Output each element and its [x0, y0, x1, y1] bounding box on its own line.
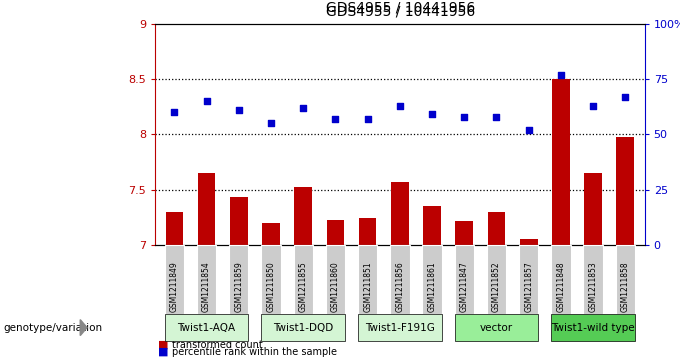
- Text: ■: ■: [158, 340, 169, 350]
- Text: Twist1-DQD: Twist1-DQD: [273, 323, 333, 333]
- Bar: [230, 197, 248, 245]
- Text: GSM1211851: GSM1211851: [363, 262, 372, 312]
- Text: GSM1211853: GSM1211853: [589, 261, 598, 312]
- Text: GDS4955 / 10441956: GDS4955 / 10441956: [326, 0, 475, 15]
- Text: genotype/variation: genotype/variation: [3, 323, 103, 333]
- Text: GSM1211856: GSM1211856: [395, 261, 405, 312]
- Text: Twist1-F191G: Twist1-F191G: [365, 323, 435, 333]
- Text: GSM1211859: GSM1211859: [235, 261, 243, 312]
- Bar: [456, 221, 473, 245]
- Point: [298, 105, 309, 111]
- Bar: [165, 212, 183, 245]
- Text: GSM1211850: GSM1211850: [267, 261, 275, 312]
- Bar: [488, 212, 505, 245]
- Polygon shape: [80, 320, 87, 335]
- Bar: [391, 182, 409, 245]
- Point: [362, 116, 373, 122]
- Point: [620, 94, 631, 99]
- Point: [169, 109, 180, 115]
- Bar: [423, 206, 441, 245]
- Point: [266, 120, 277, 126]
- Text: GSM1211847: GSM1211847: [460, 261, 469, 312]
- Text: GSM1211860: GSM1211860: [331, 261, 340, 312]
- Point: [426, 111, 437, 117]
- Point: [491, 114, 502, 119]
- Point: [330, 116, 341, 122]
- Bar: [552, 79, 570, 245]
- Text: ■: ■: [158, 347, 169, 357]
- Text: GSM1211861: GSM1211861: [428, 262, 437, 312]
- Point: [394, 103, 405, 109]
- Point: [459, 114, 470, 119]
- Bar: [520, 240, 537, 245]
- Point: [588, 103, 598, 109]
- Text: transformed count: transformed count: [172, 340, 262, 350]
- Text: GSM1211849: GSM1211849: [170, 261, 179, 312]
- Text: Twist1-wild type: Twist1-wild type: [551, 323, 635, 333]
- Bar: [584, 173, 602, 245]
- Text: GSM1211852: GSM1211852: [492, 262, 501, 312]
- Text: GSM1211858: GSM1211858: [621, 262, 630, 312]
- Bar: [617, 136, 634, 245]
- Text: Twist1-AQA: Twist1-AQA: [177, 323, 236, 333]
- Point: [523, 127, 534, 133]
- Text: percentile rank within the sample: percentile rank within the sample: [172, 347, 337, 357]
- Bar: [359, 219, 377, 245]
- Text: GSM1211848: GSM1211848: [556, 262, 565, 312]
- Point: [201, 98, 212, 104]
- Bar: [326, 220, 344, 245]
- Text: GDS4955 / 10441956: GDS4955 / 10441956: [326, 4, 475, 18]
- Text: vector: vector: [480, 323, 513, 333]
- Point: [556, 72, 566, 77]
- Text: GSM1211857: GSM1211857: [524, 261, 533, 312]
- Text: GSM1211855: GSM1211855: [299, 261, 308, 312]
- Bar: [294, 187, 312, 245]
- Bar: [262, 223, 280, 245]
- Bar: [198, 173, 216, 245]
- Text: GSM1211854: GSM1211854: [202, 261, 211, 312]
- Point: [233, 107, 244, 113]
